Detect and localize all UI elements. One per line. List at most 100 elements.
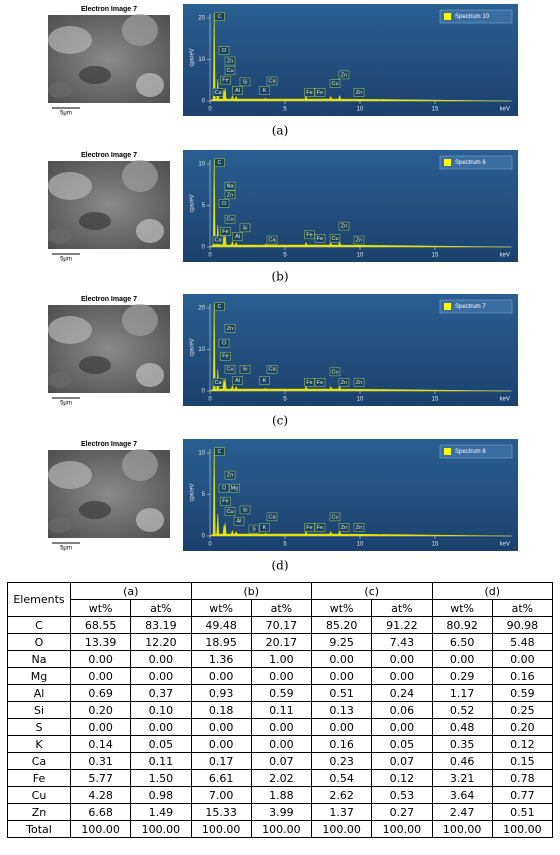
table-cell: 83.19 [130, 616, 192, 634]
peak-label-box [232, 86, 243, 95]
y-tick-label: 10 [198, 162, 205, 168]
table-cell: 0.00 [371, 667, 433, 685]
peak-label-box [224, 324, 236, 333]
table-cell: 0.00 [371, 650, 433, 668]
peak-label-box [353, 88, 365, 97]
peak-label-box [304, 230, 315, 240]
table-cell: 100.00 [130, 820, 192, 838]
table-cell: 0.06 [371, 701, 433, 719]
table-row: Cu 4.28 0.98 7.00 1.88 2.62 0.53 3.64 0.77 [7, 786, 554, 804]
table-cell: 6.50 [431, 633, 493, 651]
caption: (c) [272, 414, 288, 428]
peak-label: Zn [341, 525, 347, 531]
table-cell: 0.14 [69, 735, 132, 753]
table-cell: 0.13 [310, 701, 373, 719]
x-tick-label: 15 [432, 542, 439, 548]
x-tick-label: 10 [357, 542, 364, 548]
table-cell: 0.00 [371, 718, 433, 736]
table-cell: 1.00 [250, 650, 313, 668]
peak-label-box [224, 181, 236, 191]
spectrum-trace [209, 159, 511, 248]
table-cell: 0.00 [190, 667, 252, 685]
table-cell: 9.25 [310, 633, 373, 651]
table-cell: 2.47 [431, 803, 493, 821]
peak-label-box [224, 66, 236, 75]
peak-label-box [266, 235, 278, 245]
peak-label: Zn [341, 224, 347, 230]
table-row: Elements (a) (b) (c) (d) [7, 582, 553, 617]
x-tick-label: 10 [357, 107, 364, 113]
table-cell: 0.20 [491, 718, 554, 736]
scale-bar-label: 5μm [60, 257, 72, 263]
x-axis-label: keV [500, 107, 510, 113]
peak-label: O [222, 48, 227, 54]
peak-label: Si [243, 507, 248, 513]
spectrum-trace [209, 303, 511, 392]
panel: Electron Image 7 5μm 0 5 10 0 5 10 15 keV cps/eV Sp… [48, 150, 518, 284]
caption: (b) [271, 270, 288, 284]
sem-feature [79, 212, 111, 230]
table-cell: 80.92 [431, 616, 493, 634]
peak-label-box [338, 523, 350, 532]
peak-label: Si [243, 367, 248, 373]
table-cell: 0.78 [491, 769, 554, 787]
peak-label-box [214, 158, 225, 167]
table-cell: at% [130, 599, 192, 617]
peak-label-box [329, 234, 341, 243]
sem-feature [48, 372, 72, 388]
table-cell: 0.00 [431, 650, 493, 668]
table-cell: 0.51 [491, 803, 554, 821]
table-cell: Total [7, 820, 71, 838]
table-cell: 0.15 [491, 752, 554, 770]
legend-label: Spectrum 7 [455, 304, 486, 310]
table-cell: wt% [190, 599, 252, 617]
peak-label: Al [235, 88, 240, 94]
sem-feature [79, 66, 111, 84]
table-cell: 85.20 [310, 616, 373, 634]
table-cell: 0.00 [250, 718, 313, 736]
peak-label: Zn [227, 58, 233, 64]
legend-box [439, 155, 513, 170]
table-row: O 13.39 12.20 18.95 20.17 9.25 7.43 6.50 5.48 [7, 633, 554, 651]
peak-label: Al [235, 378, 240, 384]
peak-label-box [266, 76, 278, 86]
table-cell: 0.98 [130, 786, 192, 804]
table-cell: 0.00 [130, 650, 192, 668]
peak-label-box [314, 234, 326, 243]
table-cell: Mg [7, 667, 71, 685]
table-cell: at% [250, 599, 313, 617]
peak-label: Mg [231, 486, 239, 492]
y-tick-label: 0 [202, 99, 206, 105]
peak-label: O [222, 201, 227, 207]
table-cell: 0.00 [130, 667, 192, 685]
sem-feature [79, 501, 111, 519]
peak-label: Al [237, 519, 242, 525]
peak-label: Fe [317, 525, 323, 531]
table-cell: 0.11 [250, 701, 313, 719]
sem-feature [48, 26, 92, 54]
peak-label-box [314, 88, 326, 97]
y-axis-label: cps/eV [190, 338, 196, 356]
sem-feature [48, 461, 92, 489]
table-cell: 70.17 [250, 616, 313, 634]
peak-label-box [220, 75, 231, 85]
peak-label-box [338, 378, 350, 387]
peak-label: Zn [341, 72, 347, 78]
peak-label: Si [243, 225, 248, 231]
peak-label: Zn [356, 237, 362, 243]
peak-label-box [338, 70, 350, 80]
legend-label: Spectrum 6 [455, 160, 486, 166]
table-cell: wt% [310, 599, 373, 617]
sem-feature [122, 449, 158, 481]
peak-label-box [218, 338, 230, 348]
table-row: Total 100.00 100.00 100.00 100.00 100.00 100.0… [7, 820, 554, 838]
table-cell: 100.00 [491, 820, 554, 838]
table-cell: Fe [7, 769, 71, 787]
peak-label-box [218, 483, 230, 493]
peak-label-box [314, 523, 326, 532]
peak-label-box [266, 365, 278, 374]
table-cell: 2.62 [310, 786, 373, 804]
peak-label: Ca [268, 367, 276, 373]
y-axis-label: cps/eV [190, 48, 196, 66]
table-row: Si 0.20 0.10 0.18 0.11 0.13 0.06 0.52 0.25 [7, 701, 554, 719]
